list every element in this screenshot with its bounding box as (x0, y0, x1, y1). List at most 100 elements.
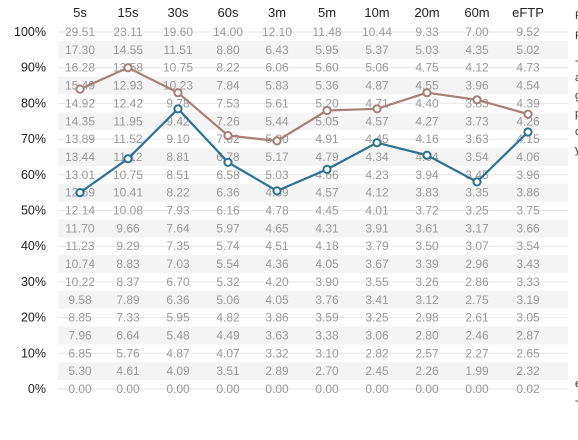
column-header: 3m (268, 5, 286, 20)
table-cell: 3.51 (216, 364, 240, 378)
side-text-1: F (575, 10, 578, 23)
table-cell: 0.00 (166, 382, 190, 396)
table-cell: 3.19 (516, 293, 540, 307)
series-2-point (173, 104, 183, 114)
table-cell: 2.70 (315, 364, 339, 378)
table-cell: 9.10 (166, 132, 190, 146)
table-cell: 3.54 (516, 239, 540, 253)
table-cell: 9.52 (516, 25, 540, 39)
table-cell: 4.23 (365, 168, 389, 182)
y-tick-label: 70% (21, 132, 46, 146)
table-cell: 4.09 (166, 364, 190, 378)
table-cell: 8.51 (166, 168, 190, 182)
y-tick-label: 0% (28, 382, 46, 396)
table-cell: 4.87 (166, 346, 190, 360)
y-tick-label: 20% (21, 311, 46, 325)
table-row-stripe (58, 326, 568, 345)
column-header: 10m (364, 5, 389, 20)
table-row-stripe (58, 40, 568, 59)
table-cell: 5.37 (365, 43, 389, 57)
table-cell: 2.61 (465, 311, 489, 325)
table-cell: 3.05 (516, 311, 540, 325)
table-cell: 3.63 (465, 132, 489, 146)
table-cell: 14.00 (213, 25, 243, 39)
table-cell: 4.15 (516, 132, 540, 146)
table-cell: 2.46 (465, 329, 489, 343)
table-cell: 4.51 (265, 239, 289, 253)
table-cell: 4.82 (216, 311, 240, 325)
table-cell: 2.98 (415, 311, 439, 325)
table-cell: 4.91 (315, 132, 339, 146)
table-cell: 5.03 (265, 168, 289, 182)
table-cell: 3.66 (516, 221, 540, 235)
table-cell: 3.41 (365, 293, 389, 307)
table-cell: 8.85 (68, 311, 92, 325)
side-text-8: y (575, 144, 578, 156)
table-cell: 10.08 (113, 204, 143, 218)
table-cell: 0.00 (68, 382, 92, 396)
series-2-point (123, 154, 133, 164)
series-2-point (75, 188, 85, 198)
table-cell: 4.73 (516, 61, 540, 75)
side-text-10: - (575, 395, 578, 408)
table-cell: 3.26 (415, 275, 439, 289)
table-cell: 7.64 (166, 221, 190, 235)
table-cell: 3.06 (365, 329, 389, 343)
table-cell: 6.78 (216, 150, 240, 164)
y-tick-label: 30% (21, 275, 46, 289)
column-header: 5s (73, 5, 87, 20)
table-cell: 5.95 (315, 43, 339, 57)
table-cell: 4.79 (315, 150, 339, 164)
column-header: 60s (218, 5, 239, 20)
table-cell: 5.05 (315, 114, 339, 128)
table-cell: 0.00 (415, 382, 439, 396)
table-cell: 4.06 (516, 150, 540, 164)
table-cell: 14.55 (113, 43, 143, 57)
table-cell: 8.83 (116, 257, 140, 271)
table-cell: 4.07 (216, 346, 240, 360)
table-cell: 3.96 (516, 168, 540, 182)
table-cell: 9.78 (166, 96, 190, 110)
table-cell: 0.00 (265, 382, 289, 396)
table-cell: 13.01 (65, 168, 95, 182)
series-1-point (123, 63, 133, 73)
column-header: 60m (464, 5, 489, 20)
table-row-stripe (58, 255, 568, 273)
table-cell: 9.42 (166, 114, 190, 128)
table-cell: 4.27 (415, 114, 439, 128)
table-cell: 10.75 (163, 61, 193, 75)
table-cell: 4.12 (365, 186, 389, 200)
table-cell: 3.86 (265, 311, 289, 325)
table-cell: 17.30 (65, 43, 95, 57)
table-cell: 4.39 (516, 96, 540, 110)
table-cell: 11.70 (65, 221, 94, 235)
series-2-point (523, 127, 533, 137)
table-cell: 7.53 (216, 96, 240, 110)
table-cell: 14.35 (65, 114, 95, 128)
table-cell: 5.30 (68, 364, 92, 378)
table-cell: 2.89 (265, 364, 289, 378)
table-cell: 3.86 (516, 186, 540, 200)
table-cell: 6.85 (68, 346, 92, 360)
table-cell: 0.02 (516, 382, 540, 396)
table-cell: 5.48 (166, 329, 190, 343)
table-cell: 3.90 (315, 275, 339, 289)
table-cell: 7.89 (116, 293, 140, 307)
table-cell: 3.76 (315, 293, 339, 307)
table-cell: 2.57 (415, 346, 439, 360)
table-cell: 12.42 (113, 96, 143, 110)
table-cell: 6.64 (116, 329, 140, 343)
table-cell: 3.67 (365, 257, 389, 271)
table-cell: 3.07 (465, 239, 489, 253)
table-cell: 3.32 (265, 346, 289, 360)
table-cell: 8.80 (216, 43, 240, 57)
table-cell: 12.14 (65, 204, 95, 218)
side-text-6: p (575, 108, 578, 121)
table-cell: 4.45 (315, 204, 339, 218)
table-cell: 0.00 (365, 382, 389, 396)
table-cell: 16.28 (65, 61, 95, 75)
table-cell: 0.00 (315, 382, 339, 396)
table-cell: 6.36 (216, 186, 240, 200)
table-cell: 3.61 (415, 221, 439, 235)
series-2-point (272, 186, 282, 196)
